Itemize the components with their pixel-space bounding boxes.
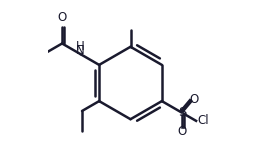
Text: Cl: Cl [197, 114, 209, 127]
Text: O: O [177, 125, 186, 138]
Text: O: O [189, 93, 198, 106]
Text: S: S [178, 106, 186, 119]
Text: N: N [75, 44, 84, 57]
Text: H: H [75, 40, 84, 53]
Text: O: O [57, 11, 67, 24]
